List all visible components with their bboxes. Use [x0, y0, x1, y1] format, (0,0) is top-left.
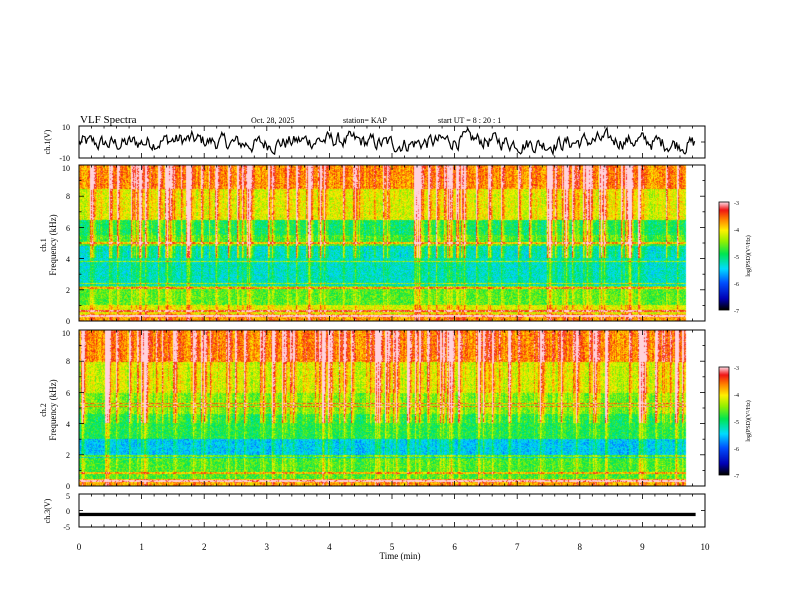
ch3-ytick-top: 5 [66, 492, 70, 501]
ch3-ytick-mid: 0 [66, 507, 70, 516]
ch2-spec-ytick-6: 6 [66, 389, 70, 398]
x-tick-labels: 0 1 2 3 4 5 6 7 8 9 10 [77, 542, 710, 552]
axis-ticks [78, 125, 706, 528]
ch2-spec-ytick-10: 10 [62, 329, 70, 338]
ch1-colorbar-ticks: -3 -4 -5 -6 -7 [734, 201, 739, 315]
xtick-8: 8 [578, 542, 583, 552]
ch1-spec-ytick-0: 0 [66, 317, 70, 326]
ch1-spec-ytick-2: 2 [66, 286, 70, 295]
ch2-colorbar-ticks: -3 -4 -5 -6 -7 [734, 366, 739, 480]
xtick-7: 7 [515, 542, 520, 552]
ch2-spectrogram-frame [78, 329, 706, 487]
cb1-tick-m5: -5 [734, 255, 739, 261]
xtick-6: 6 [452, 542, 457, 552]
ch3-waveform-ylabel: ch.3(V) [43, 498, 52, 523]
ch3-waveform-trace [79, 512, 696, 517]
start-time-label: start UT = 8 : 20 : 1 [438, 116, 501, 125]
ch2-spec-ytick-4: 4 [66, 420, 70, 429]
station-label: station= KAP [343, 116, 387, 125]
xtick-10: 10 [701, 542, 711, 552]
ch2-spectrogram-ylabel: Frequency (kHz) [48, 379, 58, 440]
ch1-spectrogram-image [79, 165, 695, 321]
ch2-spectrogram-yticks: 0 2 4 6 8 10 [62, 329, 70, 491]
cb2-tick-m6: -6 [734, 447, 739, 453]
xtick-0: 0 [77, 542, 82, 552]
cb2-tick-m4: -4 [734, 393, 739, 399]
xtick-3: 3 [265, 542, 270, 552]
xtick-2: 2 [202, 542, 207, 552]
ch3-ytick-bottom: -5 [63, 523, 70, 532]
ch2-spectrogram-channel: ch.2 [39, 403, 48, 417]
ch2-spec-ytick-2: 2 [66, 451, 70, 460]
ch2-spec-ytick-8: 8 [66, 357, 70, 366]
xtick-5: 5 [390, 542, 395, 552]
xtick-4: 4 [327, 542, 332, 552]
ch2-colorbar-label: log(PSD)(V²/Hz) [745, 400, 752, 441]
cb1-tick-m4: -4 [734, 228, 739, 234]
cb2-tick-m5: -5 [734, 420, 739, 426]
ch1-colorbar-frame [718, 201, 730, 311]
cb1-tick-m3: -3 [734, 201, 739, 207]
ch1-spectrogram-channel: ch.1 [39, 238, 48, 252]
ch1-spec-ytick-8: 8 [66, 192, 70, 201]
ch2-colorbar [719, 367, 729, 475]
ch1-spectrogram-frame [78, 164, 706, 322]
ch1-colorbar-label: log(PSD)(V²/Hz) [745, 235, 752, 276]
ch1-spec-ytick-4: 4 [66, 255, 70, 264]
cb2-tick-m3: -3 [734, 366, 739, 372]
ch1-waveform-trace [78, 126, 696, 157]
ch1-waveform-ylabel: ch.1(V) [43, 129, 52, 154]
ch1-ytick-top: 10 [62, 123, 70, 132]
ch1-spec-ytick-6: 6 [66, 224, 70, 233]
ch2-spectrogram-image [79, 330, 695, 486]
xtick-1: 1 [139, 542, 144, 552]
x-axis-label: Time (min) [380, 551, 421, 561]
date-label: Oct. 28, 2025 [251, 116, 295, 125]
cb2-tick-m7: -7 [734, 474, 739, 480]
ch1-spec-ytick-10: 10 [62, 164, 70, 173]
xtick-9: 9 [640, 542, 645, 552]
ch1-ytick-bottom: -10 [59, 154, 70, 163]
ch1-spectrogram-ylabel: Frequency (kHz) [48, 214, 58, 275]
cb1-tick-m7: -7 [734, 309, 739, 315]
ch2-colorbar-frame [718, 366, 730, 476]
cb1-tick-m6: -6 [734, 282, 739, 288]
ch1-colorbar [719, 202, 729, 310]
figure-title: VLF Spectra [80, 114, 137, 126]
ch2-spec-ytick-0: 0 [66, 482, 70, 491]
ch1-spectrogram-yticks: 0 2 4 6 8 10 [62, 164, 70, 326]
